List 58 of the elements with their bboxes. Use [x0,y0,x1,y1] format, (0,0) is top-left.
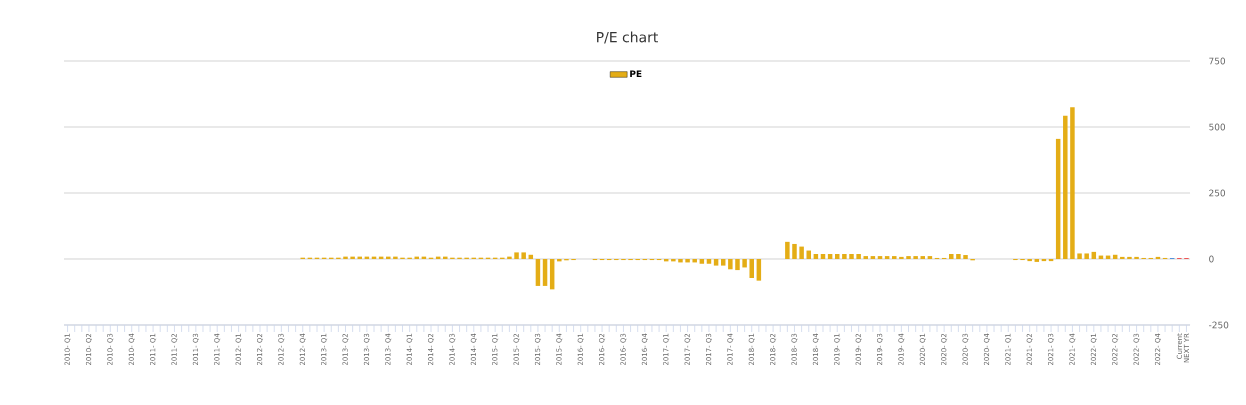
bar [870,256,876,259]
bar [393,256,398,259]
bar [1034,259,1040,262]
chart-title: P/E chart [597,31,658,44]
bar [728,259,733,270]
bar [1127,256,1132,259]
y-tick-label: 250 [1209,189,1226,197]
bar [792,243,797,259]
bar [856,253,861,259]
bar [877,256,883,259]
bar [913,256,918,259]
bar [785,241,790,259]
bar [742,259,747,268]
bar [927,256,933,259]
bar [1027,259,1032,262]
bar [685,259,690,263]
y-tick-label: -250 [1208,321,1229,329]
bar [678,259,683,263]
bar [892,256,897,259]
y-tick-label: 0 [1209,255,1214,263]
bar [1070,107,1075,259]
bar [1063,115,1068,259]
bar [1120,256,1125,259]
bar [1077,253,1082,259]
bar [863,256,868,259]
bar [963,255,968,259]
bar [749,259,754,279]
bar [920,256,926,259]
bar [557,259,562,262]
bar [884,256,890,259]
legend-label: PE [630,70,642,77]
bar [1134,256,1139,259]
bar [849,253,854,259]
bar [706,259,712,264]
bar [799,246,804,259]
bar [692,259,697,263]
bar [443,256,448,259]
bar [842,253,847,259]
bar [671,259,676,262]
bar [507,256,512,259]
y-tick-label: 500 [1209,123,1226,131]
y-tick-label: 750 [1209,57,1226,65]
bar [343,256,348,259]
bar [713,259,719,266]
bar [521,252,526,259]
bar [350,256,355,259]
bar [949,253,954,259]
bar [899,256,904,259]
bar [806,250,811,259]
bar [756,259,762,281]
bar [906,256,911,259]
bar [956,253,961,259]
bar [1084,253,1089,259]
bar [386,256,391,259]
bar [699,259,705,264]
bar [514,252,519,259]
bar [735,259,740,271]
bar [720,259,726,266]
